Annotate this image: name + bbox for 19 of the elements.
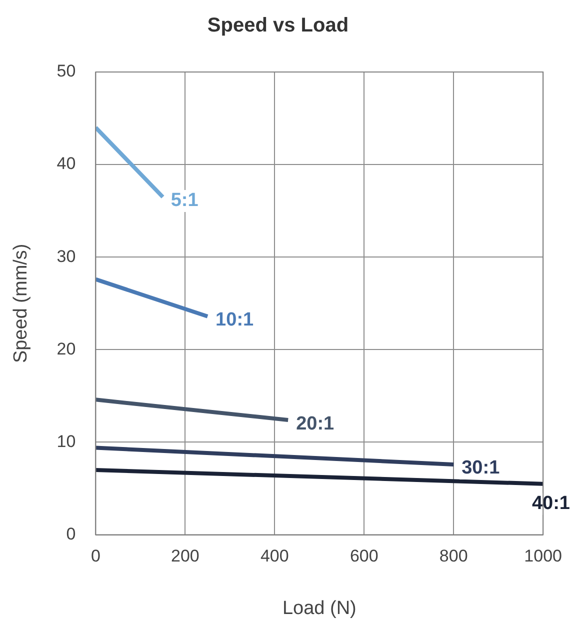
y-tick-label: 50 — [56, 62, 76, 81]
series-label: 30:1 — [462, 458, 500, 479]
x-tick-label: 200 — [171, 546, 200, 566]
x-tick-label: 1000 — [524, 546, 562, 566]
y-tick-label: 10 — [56, 432, 76, 451]
x-tick-label: 400 — [260, 546, 289, 566]
y-tick-label: 20 — [56, 339, 76, 358]
series-label: 10:1 — [216, 310, 254, 331]
x-tick-label: 800 — [439, 546, 468, 566]
x-tick-label: 0 — [90, 546, 100, 566]
series-label: 5:1 — [170, 190, 199, 212]
y-tick-label: 0 — [66, 524, 76, 544]
y-tick-label: 40 — [56, 154, 76, 174]
y-axis-title: Speed (mm/s) — [10, 244, 32, 364]
series-label: 20:1 — [296, 413, 335, 434]
chart-title: Speed vs Load — [207, 14, 349, 37]
y-tick-label: 30 — [56, 246, 76, 266]
x-axis-title: Load (N) — [282, 598, 356, 619]
x-tick-label: 600 — [350, 546, 378, 566]
